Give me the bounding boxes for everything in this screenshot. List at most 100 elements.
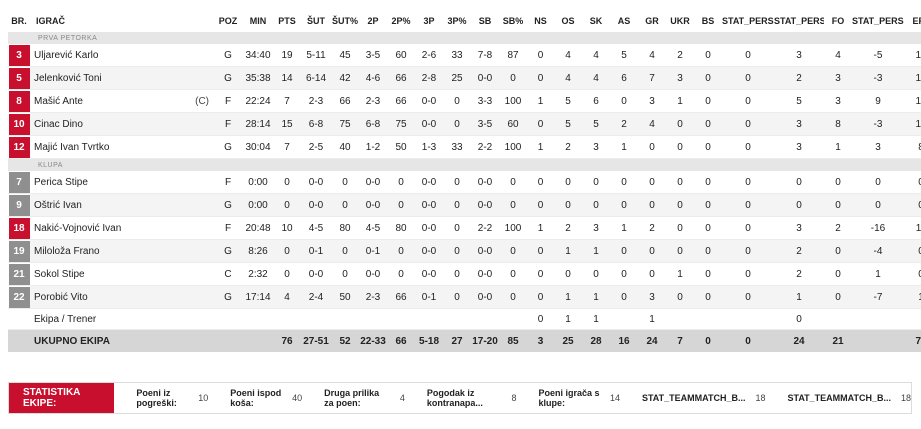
player-row[interactable]: 19 Miloloža Frano G 8:26 0 0-1 0 0-1 0 0-0 0 0-0 0 0 1… [8, 239, 921, 263]
stat-cell: 0 [554, 193, 582, 217]
stat-cell: 0 [774, 193, 824, 217]
column-header[interactable]: AS [617, 16, 631, 26]
stat-cell: 0-0 [359, 193, 387, 217]
player-name[interactable]: Oštrić Ivan [30, 193, 213, 217]
stat-cell: 33 [443, 135, 471, 159]
stat-cell: 5 [774, 89, 824, 113]
stat-cell: 0 [666, 216, 694, 240]
stat-cell: 0 [694, 112, 722, 136]
column-header[interactable]: SK [589, 16, 603, 26]
column-header[interactable]: IGRAČ [36, 16, 65, 26]
player-row[interactable]: 18 Nakić-Vojnović Ivan F 20:48 10 4-5 80 4-5 80 0… [8, 216, 921, 240]
stat-cell: 0 [694, 193, 722, 217]
stat-cell: 0 [904, 262, 921, 286]
stat-cell: 0 [499, 262, 527, 286]
player-row[interactable]: 10 Cinac Dino F 28:14 15 6-8 75 6-8 75 0-0 0 3-5 60 0… [8, 112, 921, 136]
total-cell [243, 329, 273, 352]
stat-cell: 6 [582, 89, 610, 113]
empty-cell [8, 329, 30, 352]
stat-cell: 0-0 [415, 89, 443, 113]
player-name[interactable]: Mašić Ante (C) [30, 89, 213, 113]
stat-cell: 0 [443, 89, 471, 113]
player-row[interactable]: 21 Sokol Stipe C 2:32 0 0-0 0 0-0 0 0-0 0 0-0 0 0 0 0 0 0… [8, 262, 921, 286]
stat-cell: 0 [387, 262, 415, 286]
column-header[interactable]: NS [534, 16, 547, 26]
player-row[interactable]: 12 Majić Ivan Tvrtko G 30:04 7 2-5 40 1-2 50 1-3 3… [8, 135, 921, 159]
stat-cell: 2-2 [471, 135, 499, 159]
player-row[interactable]: 3 Uljarević Karlo G 34:40 19 5-11 45 3-5 60 2-6 33… [8, 44, 921, 67]
stat-cell [471, 308, 499, 330]
column-header[interactable]: ŠUT [307, 16, 325, 26]
column-header[interactable]: ŠUT% [331, 16, 358, 26]
stat-cell: 0 [582, 193, 610, 217]
stat-cell [331, 308, 359, 330]
player-name[interactable]: Cinac Dino [30, 112, 213, 136]
column-header[interactable]: BS [701, 16, 715, 26]
stat-cell: 19 [273, 44, 301, 67]
stat-cell: 4 [638, 44, 666, 67]
player-name[interactable]: Porobić Vito [30, 285, 213, 309]
stat-cell: 0 [527, 112, 554, 136]
stat-cell: 6 [610, 66, 638, 90]
player-name[interactable]: Majić Ivan Tvrtko [30, 135, 213, 159]
stat-cell [904, 308, 921, 330]
jersey-number: 9 [8, 193, 30, 217]
team-stat-label: Poeni igrača s klupe: [538, 388, 600, 408]
player-row[interactable]: 22 Porobić Vito G 17:14 4 2-4 50 2-3 66 0-1 0 0-0 0 0… [8, 285, 921, 309]
column-header[interactable]: PTS [278, 16, 296, 26]
stat-cell: -5 [852, 44, 904, 67]
column-header[interactable]: STAT_PERS... [722, 16, 774, 26]
stat-cell: 4-5 [301, 216, 331, 240]
stat-cell: 0:00 [243, 171, 273, 194]
player-row[interactable]: 5 Jelenković Toni G 35:38 14 6-14 42 4-6 66 2-8 25… [8, 66, 921, 90]
column-header[interactable]: GR [645, 16, 659, 26]
stat-cell: 2:32 [243, 262, 273, 286]
stat-cell: 25 [443, 66, 471, 90]
column-header[interactable]: STAT_PERS... [852, 16, 904, 26]
stat-cell: 0 [443, 171, 471, 194]
stat-cell: 0-0 [471, 285, 499, 309]
team-coach-label: Ekipa / Trener [30, 308, 213, 330]
captain-badge: (C) [195, 95, 209, 107]
stat-cell: 0 [722, 262, 774, 286]
stat-cell: 2-3 [359, 285, 387, 309]
stat-cell: 0 [443, 262, 471, 286]
player-name[interactable]: Uljarević Karlo [30, 44, 213, 67]
stat-cell: 3 [638, 285, 666, 309]
player-name[interactable]: Miloloža Frano [30, 239, 213, 263]
player-row[interactable]: 7 Perica Stipe F 0:00 0 0-0 0 0-0 0 0-0 0 0-0 0 0 0 0 0 0… [8, 171, 921, 194]
stat-cell: 0-0 [471, 262, 499, 286]
column-header[interactable]: 2P [367, 16, 379, 26]
stat-cell: 0 [666, 193, 694, 217]
column-header[interactable]: SB [478, 16, 492, 26]
stat-cell: 4 [554, 44, 582, 67]
column-header[interactable]: BR. [11, 16, 27, 26]
stat-cell: 3-5 [471, 112, 499, 136]
player-name[interactable]: Nakić-Vojnović Ivan [30, 216, 213, 240]
player-name[interactable]: Sokol Stipe [30, 262, 213, 286]
stat-cell: 2 [554, 216, 582, 240]
player-name[interactable]: Jelenković Toni [30, 66, 213, 90]
stat-cell: 0 [499, 171, 527, 194]
column-header[interactable]: STAT_PERS... [774, 16, 824, 26]
column-header[interactable]: SB% [502, 16, 524, 26]
stat-cell: 5 [582, 112, 610, 136]
column-header[interactable]: POZ [218, 16, 238, 26]
column-header[interactable]: 2P% [391, 16, 411, 26]
column-header[interactable]: FO [831, 16, 845, 26]
stat-cell: 0 [387, 239, 415, 263]
stat-cell: 22:24 [243, 89, 273, 113]
column-header[interactable]: MIN [249, 16, 267, 26]
column-header[interactable]: UKR [670, 16, 690, 26]
column-header[interactable]: OS [561, 16, 575, 26]
stat-cell: 2 [638, 216, 666, 240]
column-header[interactable]: EFF [912, 16, 921, 26]
player-row[interactable]: 9 Oštrić Ivan G 0:00 0 0-0 0 0-0 0 0-0 0 0-0 0 0 0 0 0 0 0… [8, 193, 921, 217]
column-header[interactable]: 3P [423, 16, 435, 26]
column-header[interactable]: 3P% [447, 16, 467, 26]
stat-cell: 3 [582, 216, 610, 240]
player-row[interactable]: 8 Mašić Ante (C) F 22:24 7 2-3 66 2-3 66 0-0 0 3-3 10… [8, 89, 921, 113]
player-name[interactable]: Perica Stipe [30, 171, 213, 194]
stat-cell: 80 [387, 216, 415, 240]
team-stat-label: STAT_TEAMMATCH_B... [787, 393, 891, 403]
